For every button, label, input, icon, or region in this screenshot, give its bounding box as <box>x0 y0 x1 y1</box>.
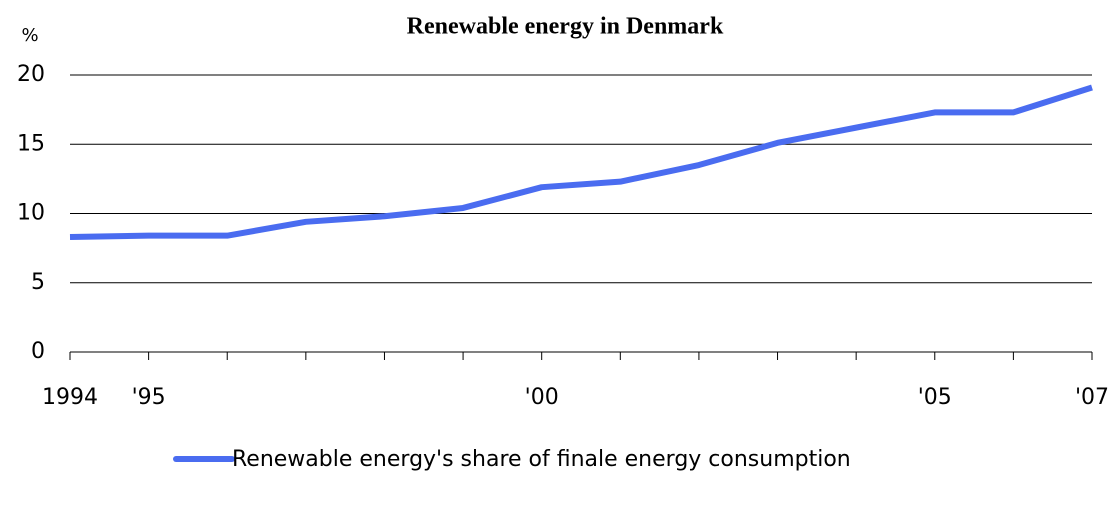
y-tick-label: 20 <box>17 62 45 87</box>
data-line <box>69 84 1093 241</box>
y-tick-label: 10 <box>17 201 45 226</box>
legend-label: Renewable energy's share of finale energ… <box>232 447 851 472</box>
x-tick-label: '00 <box>525 385 559 410</box>
y-tick-label: 0 <box>31 339 45 364</box>
y-axis-label: % <box>21 25 38 46</box>
x-tick-label: 1994 <box>42 385 98 410</box>
x-tick-label: '07 <box>1075 385 1109 410</box>
y-tick-label: 15 <box>17 131 45 156</box>
y-tick-label: 5 <box>31 270 45 295</box>
x-tick-label: '95 <box>132 385 166 410</box>
chart-title: Renewable energy in Denmark <box>407 14 724 40</box>
x-tick-label: '05 <box>918 385 952 410</box>
